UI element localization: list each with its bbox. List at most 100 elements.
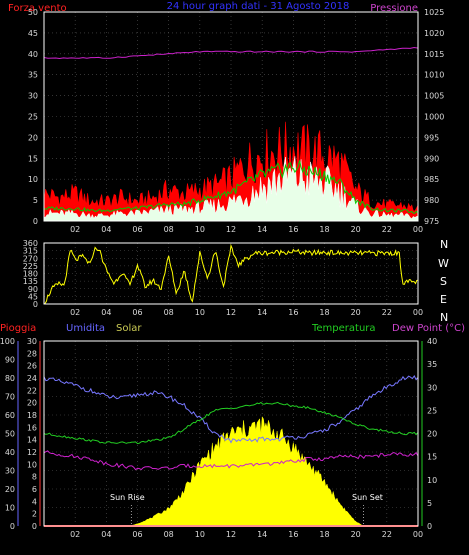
y-right-tick: 980 [424,196,439,205]
compass-n-top: N [440,238,448,251]
y-left-tick: 30 [28,92,38,101]
x-tick-label: 16 [288,308,298,317]
y-rain-tick: 22 [27,386,37,395]
rain-label: Pioggia [0,323,36,334]
y-humidity-tick: 10 [5,504,15,513]
y-temperature-tick: 0 [427,522,432,531]
wind-panel-frame [43,11,419,222]
y-direction-tick: 360 [23,239,38,248]
y-temperature-tick: 30 [427,383,437,392]
y-temperature-tick: 15 [427,453,437,462]
x-tick-label: 22 [382,308,392,317]
chart-title: 24 hour graph dati - 31 Agosto 2018 [167,1,350,12]
y-left-tick: 15 [28,154,38,163]
y-humidity-tick: 60 [5,411,15,420]
y-right-tick: 1015 [424,50,444,59]
y-humidity-tick: 100 [0,337,15,346]
wind-speed-label: Forza vento [8,3,67,14]
x-tick-label: 06 [132,308,142,317]
x-tick-label: 18 [319,308,329,317]
x-tick-label: 06 [132,225,142,234]
x-tick-label: 14 [257,530,267,539]
y-humidity-tick: 50 [5,430,15,439]
y-direction-tick: 270 [23,254,38,263]
y-right-tick: 990 [424,154,439,163]
x-tick-label: 18 [319,225,329,234]
x-tick-label: 08 [164,308,174,317]
dewpoint-series [43,450,419,471]
y-rain-tick: 0 [32,522,37,531]
y-temperature-tick: 35 [427,360,437,369]
wind-average-series [43,160,419,214]
x-tick-label: 06 [132,530,142,539]
x-tick-label: 00 [413,530,423,539]
compass-w: W [438,257,449,270]
y-temperature-tick: 25 [427,406,437,415]
temperature-series [43,401,419,445]
y-left-tick: 45 [28,29,38,38]
x-tick-label: 20 [351,530,361,539]
x-tick-label: 08 [164,225,174,234]
compass-e: E [440,293,447,306]
x-tick-label: 12 [226,530,236,539]
y-rain-tick: 24 [27,374,37,383]
y-direction-tick: 45 [28,292,38,301]
compass-n-bottom: N [440,311,448,324]
wind-direction-series [43,243,419,305]
y-rain-tick: 30 [27,337,37,346]
compass-s: S [440,275,447,288]
x-tick-label: 00 [413,308,423,317]
y-humidity-tick: 70 [5,393,15,402]
y-right-tick: 1025 [424,8,444,17]
x-tick-label: 10 [195,530,205,539]
y-left-tick: 50 [28,8,38,17]
y-left-tick: 35 [28,71,38,80]
y-humidity-tick: 80 [5,374,15,383]
x-tick-label: 04 [101,225,111,234]
y-direction-tick: 180 [23,270,38,279]
x-tick-label: 22 [382,530,392,539]
y-right-tick: 995 [424,133,439,142]
x-tick-label: 10 [195,308,205,317]
y-left-tick: 0 [33,217,38,226]
solar-label: Solar [116,323,142,334]
y-direction-tick: 0 [33,300,38,309]
y-right-tick: 985 [424,175,439,184]
temperature-label: Temperatura [311,323,376,334]
y-right-tick: 975 [424,217,439,226]
y-humidity-tick: 20 [5,485,15,494]
humidity-series [43,375,419,444]
y-humidity-tick: 0 [10,522,15,531]
x-tick-label: 18 [319,530,329,539]
y-direction-tick: 135 [23,277,38,286]
y-rain-tick: 12 [27,448,37,457]
y-left-tick: 40 [28,50,38,59]
x-tick-label: 14 [257,225,267,234]
pressure-label: Pressione [370,3,418,14]
x-tick-label: 22 [382,225,392,234]
y-humidity-tick: 30 [5,467,15,476]
y-temperature-tick: 20 [427,430,437,439]
y-direction-tick: 225 [23,262,38,271]
y-right-tick: 1000 [424,113,444,122]
y-rain-tick: 16 [27,423,37,432]
x-tick-label: 16 [288,530,298,539]
y-left-tick: 20 [28,133,38,142]
y-temperature-tick: 5 [427,499,432,508]
sunset-annotation: Sun Set [352,493,383,502]
sunrise-annotation: Sun Rise [110,493,145,502]
x-tick-label: 12 [226,225,236,234]
x-tick-label: 00 [413,225,423,234]
x-tick-label: 08 [164,530,174,539]
x-tick-label: 14 [257,308,267,317]
y-right-tick: 1005 [424,92,444,101]
y-rain-tick: 28 [27,349,37,358]
y-left-tick: 25 [28,113,38,122]
y-direction-tick: 315 [23,247,38,256]
pressure-series [43,46,419,60]
temperature-panel-frame [43,340,419,527]
y-temperature-tick: 10 [427,476,437,485]
